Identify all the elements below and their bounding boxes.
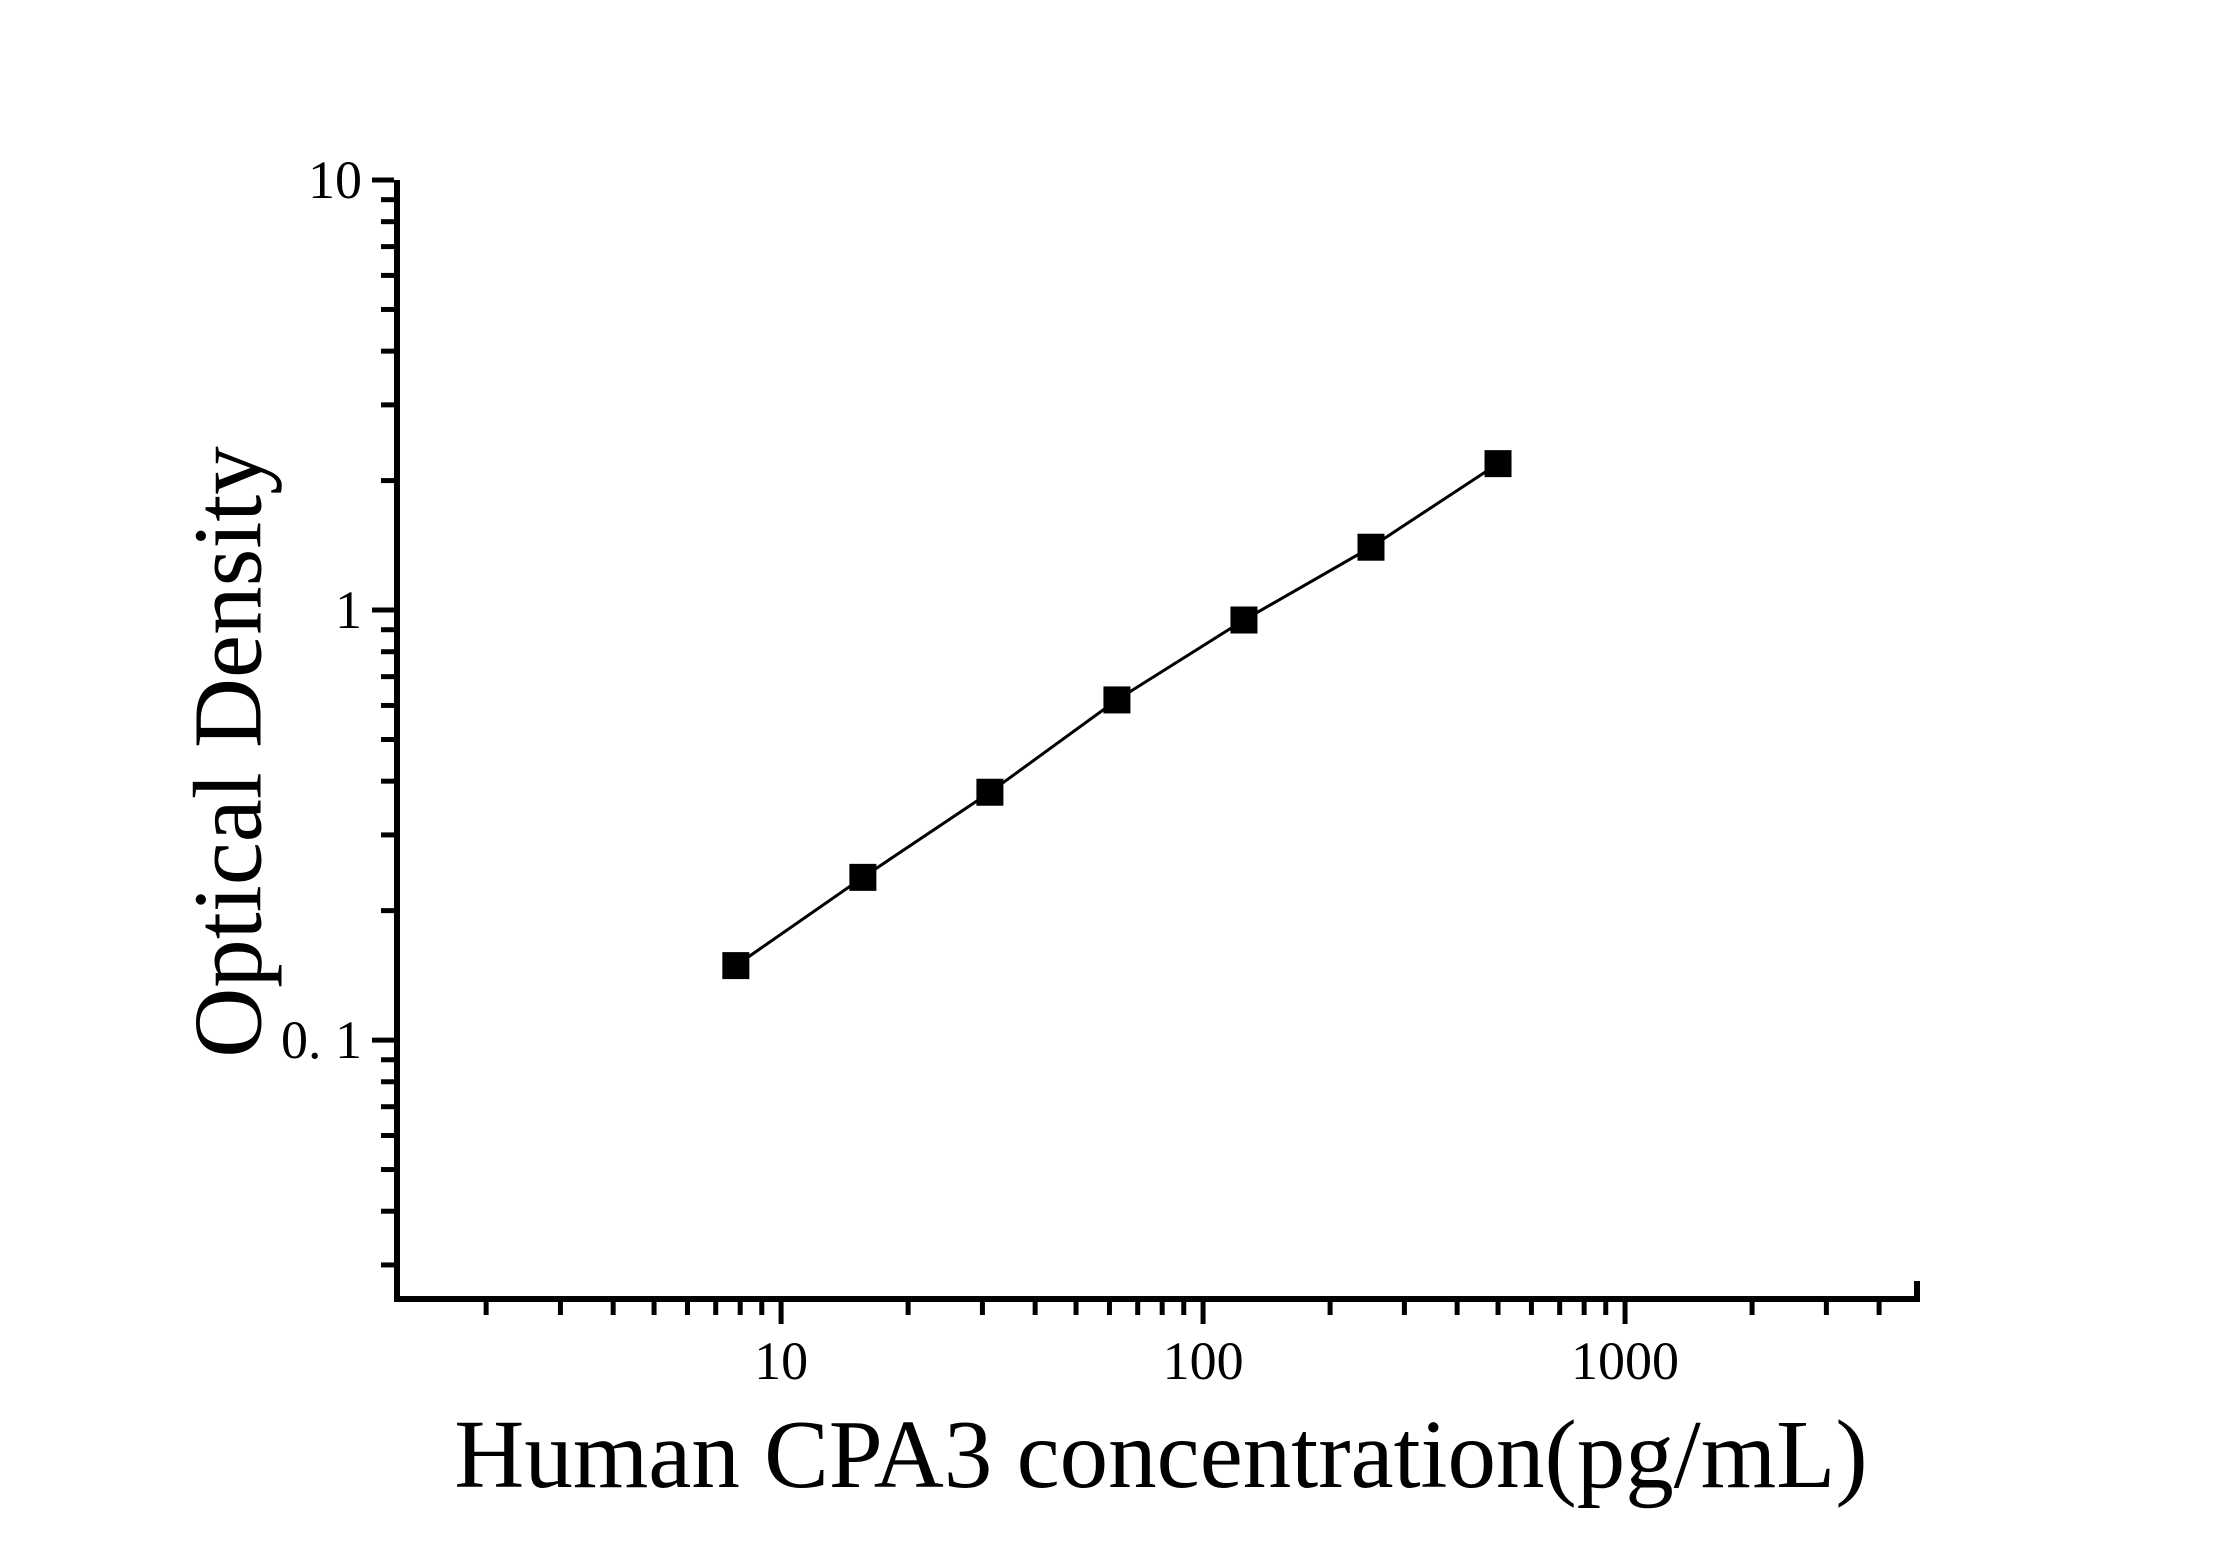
y-tick-label: 0. 1 bbox=[281, 1010, 362, 1071]
data-point-marker bbox=[722, 952, 750, 980]
x-axis-title: Human CPA3 concentration(pg/mL) bbox=[454, 1401, 1868, 1508]
x-tick-label: 100 bbox=[1162, 1331, 1244, 1391]
y-tick-label: 1 bbox=[335, 580, 362, 641]
data-point-marker bbox=[1230, 606, 1258, 634]
data-point-marker bbox=[1357, 533, 1385, 561]
data-point-marker bbox=[1103, 686, 1131, 714]
data-point-marker bbox=[976, 778, 1004, 806]
y-axis-title: Optical Density bbox=[174, 446, 282, 1058]
x-tick-label: 1000 bbox=[1571, 1331, 1680, 1391]
data-point-marker bbox=[849, 863, 877, 891]
data-point-marker bbox=[1484, 450, 1512, 478]
y-tick-label: 10 bbox=[308, 150, 362, 210]
x-tick-label: 10 bbox=[754, 1331, 809, 1391]
